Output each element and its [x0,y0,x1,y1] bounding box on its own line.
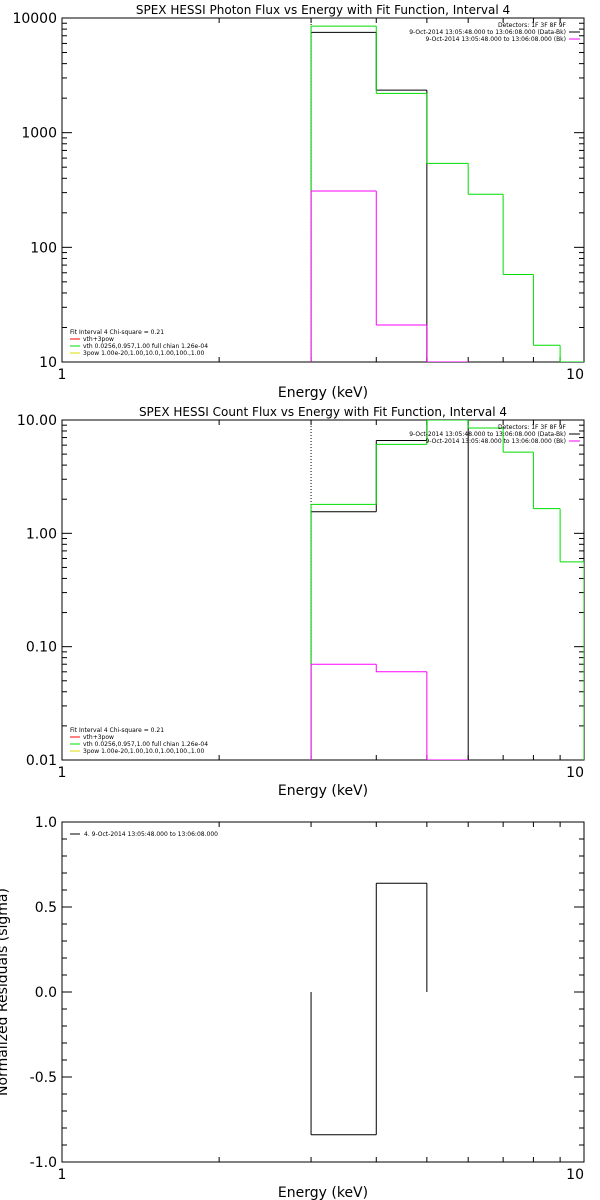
y-tick-label: 1.00 [26,526,57,542]
legend-entry: Detectors: 1F 3F 8F 9F [498,424,567,431]
chart-panel-2: 1 10 0.01 0.10 1.00 10.00 SPEX HESSI Count Flu… [17,405,585,799]
series-3 [310,190,469,362]
series-3 [310,663,469,760]
series-1 [310,882,428,1136]
x-tick-label: 1 [58,1167,67,1183]
plot-frame [61,821,585,1163]
x-axis-label: Energy (keV) [278,385,368,401]
fit-legend-entry: vth 0.0256,0.957,1.00 full chian 1.26e-0… [83,741,208,748]
legend-entry: 4. 9-Oct-2014 13:05:48.000 to 13:06:08.0… [84,831,218,838]
fit-legend-entry: 3pow 1.00e-20,1.00,10.0,1.00,100.,1.00 [83,748,204,755]
fit-legend-entry: vth+3pow [83,336,114,343]
y-tick-label: 0.01 [26,753,57,769]
y-tick-label: 0.0 [35,985,57,1001]
legend-entry: 9-Oct-2014 13:05:48.000 to 13:06:08.000 … [426,36,567,43]
plot-frame [61,419,585,761]
x-tick-label: 1 [58,765,67,781]
y-tick-label: 0.10 [26,640,57,656]
y-tick-label: 10 [39,355,57,371]
series-1 [310,31,428,362]
series-2 [310,420,584,760]
y-tick-label: 1000 [21,126,57,142]
y-tick-label: 100 [30,240,57,256]
x-axis-label: Energy (keV) [278,783,368,799]
legend-entry: Detectors: 1F 3F 8F 9F [498,22,567,29]
y-tick-label: -1.0 [30,1155,57,1171]
x-tick-label: 10 [566,765,584,781]
x-tick-label: 10 [566,367,584,383]
y-tick-label: 10000 [12,11,57,27]
chart-panel-3: 1 10 -1.0 -0.5 0.0 0.5 1.0 Energy (keV) Normaliz… [0,815,585,1200]
y-tick-label: 0.5 [35,900,57,916]
chart-title: SPEX HESSI Photon Flux vs Energy with Fi… [136,3,510,17]
chart-title: SPEX HESSI Count Flux vs Energy with Fit… [139,405,507,419]
legend-entry: 9-Oct-2014 13:05:48.000 to 13:06:08.000 … [409,431,566,438]
y-tick-label: -0.5 [30,1070,57,1086]
y-axis-label: Normalized Residuals (sigma) [0,888,11,1096]
series-2 [310,25,584,362]
legend-entry: 9-Oct-2014 13:05:48.000 to 13:06:08.000 … [409,29,566,36]
x-axis-label: Energy (keV) [278,1185,368,1200]
fit-legend-header: Fit Interval 4 Chi-square = 0.21 [70,727,164,734]
fit-legend-entry: vth 0.0256,0.957,1.00 full chian 1.26e-0… [83,343,208,350]
y-tick-label: 1.0 [35,815,57,831]
legend-entry: 9-Oct-2014 13:05:48.000 to 13:06:08.000 … [426,438,567,445]
plot-frame [61,17,585,363]
series-1 [310,420,469,760]
y-tick-label: 10.00 [17,413,57,429]
fit-legend-entry: vth+3pow [83,734,114,741]
x-tick-label: 10 [566,1167,584,1183]
fit-legend-header: Fit Interval 4 Chi-square = 0.21 [70,329,164,336]
fit-legend-entry: 3pow 1.00e-20,1.00,10.0,1.00,100.,1.00 [83,350,204,357]
x-tick-label: 1 [58,367,67,383]
